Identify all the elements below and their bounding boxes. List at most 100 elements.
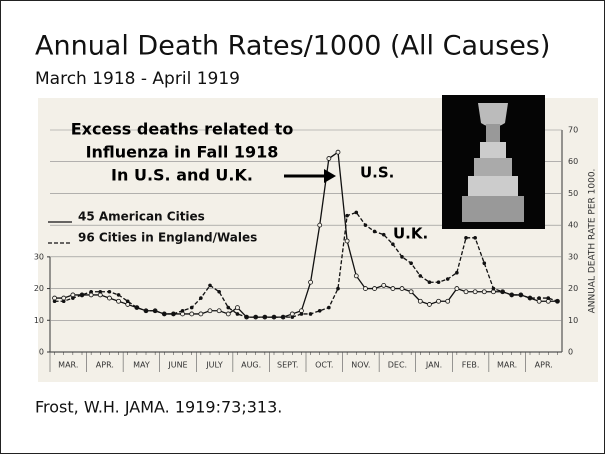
point	[427, 280, 432, 285]
point	[454, 286, 460, 291]
point	[427, 302, 432, 307]
point	[317, 222, 323, 228]
point	[216, 308, 222, 314]
point	[107, 289, 112, 294]
x-tick-label: JULY	[205, 361, 223, 370]
point	[207, 308, 213, 314]
point	[116, 298, 121, 304]
x-tick-label: APR.	[535, 361, 553, 370]
point	[353, 273, 359, 279]
point	[537, 296, 541, 300]
point	[180, 308, 185, 313]
x-tick-label: AUG.	[241, 361, 261, 370]
point	[125, 299, 130, 304]
point	[308, 312, 313, 316]
y2-tick-label: 40	[568, 221, 578, 230]
annotation: Excess deaths related to Influenza in Fa…	[71, 120, 429, 243]
y-tick-label: 30	[34, 252, 44, 261]
slide-title: Annual Death Rates/1000 (All Causes)	[35, 31, 550, 62]
point	[226, 305, 231, 310]
point	[464, 236, 468, 240]
point	[500, 289, 505, 294]
point	[491, 286, 496, 291]
x-tick-label: MAR.	[58, 361, 78, 370]
point	[390, 286, 396, 291]
point	[263, 315, 267, 319]
point	[408, 289, 414, 295]
point	[235, 305, 240, 311]
point	[199, 296, 203, 300]
point	[417, 298, 423, 304]
point	[308, 279, 313, 285]
point	[336, 286, 340, 291]
point	[327, 305, 331, 310]
annotation-line: Influenza in Fall 1918	[86, 143, 279, 162]
point	[71, 296, 75, 300]
y-tick-label: 10	[34, 316, 44, 325]
point	[528, 296, 532, 300]
annotation-line: Excess deaths related to	[71, 120, 294, 139]
point	[299, 312, 304, 316]
point	[418, 274, 423, 278]
point	[317, 308, 322, 313]
point	[363, 223, 368, 227]
point	[391, 242, 395, 246]
point	[52, 299, 57, 304]
point	[555, 299, 560, 304]
x-tick-label: NOV.	[351, 361, 370, 370]
uk-label: U.K.	[393, 225, 428, 243]
point	[481, 289, 487, 295]
point	[354, 210, 359, 215]
y2-tick-label: 70	[568, 126, 578, 135]
x-tick-label: DEC.	[388, 361, 407, 370]
x-tick-label: FEB.	[462, 361, 480, 370]
annotation-line: In U.S. and U.K.	[111, 166, 253, 185]
point	[546, 296, 551, 300]
point	[445, 298, 451, 304]
y-tick-label: 20	[34, 284, 44, 293]
point	[344, 238, 350, 244]
point	[381, 232, 386, 237]
point	[482, 261, 487, 266]
x-tick-label: JAN.	[425, 361, 442, 370]
y2-tick-label: 30	[568, 252, 578, 261]
point	[272, 315, 276, 319]
point	[171, 312, 176, 316]
point	[472, 289, 478, 295]
point	[399, 286, 405, 291]
point	[436, 280, 441, 285]
point	[89, 289, 93, 294]
slide-subtitle: March 1918 - April 1919	[35, 69, 240, 89]
point	[281, 315, 285, 319]
plot: 0 10 20 30 0 10 20 30 40 50 60 70 ANNUAL DEATH RATE …	[34, 126, 598, 372]
y2-axis-label: ANNUAL DEATH RATE PER 1000.	[588, 169, 598, 314]
point	[80, 293, 84, 297]
y2-tick-label: 60	[568, 157, 578, 166]
point	[244, 315, 249, 319]
y2-tick-label: 20	[568, 284, 578, 293]
point	[153, 308, 157, 313]
point	[235, 312, 240, 316]
point	[445, 277, 450, 281]
point	[208, 283, 212, 288]
y2-tick-label: 0	[568, 348, 573, 357]
legend-label: 45 American Cities	[78, 210, 205, 224]
point	[189, 305, 194, 310]
point	[135, 305, 139, 310]
point	[409, 261, 413, 266]
point	[61, 299, 66, 304]
point	[463, 289, 469, 295]
point	[217, 289, 221, 294]
point	[372, 229, 377, 234]
point	[345, 213, 349, 218]
y-tick-label: 0	[39, 348, 44, 357]
point	[326, 156, 332, 161]
point	[162, 312, 167, 316]
point	[381, 282, 387, 288]
point	[455, 270, 459, 275]
legend-label: 96 Cities in England/Wales	[78, 231, 257, 245]
point	[509, 293, 514, 297]
arrow-head	[324, 169, 336, 183]
point	[400, 255, 404, 259]
